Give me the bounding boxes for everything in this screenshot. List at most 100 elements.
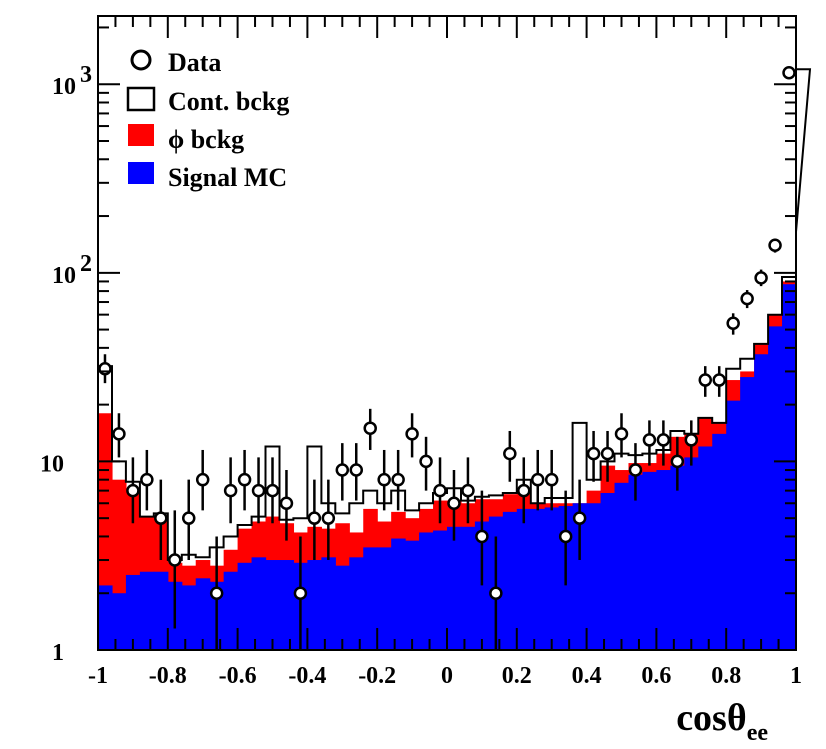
y-tick-label: 10	[40, 451, 64, 477]
signal-mc-bar	[265, 560, 281, 650]
data-point	[251, 457, 266, 524]
data-point	[223, 457, 238, 524]
signal-mc-bar	[153, 571, 169, 650]
signal-mc-bar	[111, 593, 127, 650]
data-point	[363, 408, 377, 450]
signal-mc-bar	[139, 571, 155, 650]
data-point	[98, 354, 112, 384]
signal-mc-bar	[307, 560, 322, 650]
data-point	[140, 449, 154, 511]
data-point	[684, 420, 699, 466]
data-point	[237, 449, 252, 511]
legend-marker-cont-box	[126, 86, 156, 112]
signal-mc-bar	[516, 508, 532, 650]
data-point	[712, 366, 726, 397]
x-axis-title-subscript: ee	[747, 720, 769, 746]
signal-mc-bar	[321, 557, 336, 650]
signal-mc-bar	[614, 482, 630, 650]
data-point	[517, 457, 531, 524]
signal-mc-bar	[391, 538, 406, 650]
signal-mc-bar	[405, 540, 420, 650]
signal-mc-bar	[642, 471, 657, 650]
x-tick-label: 0.4	[572, 663, 602, 689]
data-point	[558, 490, 573, 586]
data-marker	[405, 427, 419, 441]
data-point	[321, 479, 336, 561]
signal-mc-bar	[447, 526, 462, 650]
signal-mc-bar	[600, 492, 616, 650]
data-marker	[98, 361, 112, 376]
x-tick-label: 0.6	[641, 663, 671, 689]
signal-mc-bar	[237, 562, 253, 650]
data-marker	[265, 483, 280, 498]
data-marker	[307, 511, 322, 525]
data-point	[265, 457, 280, 524]
data-marker	[503, 446, 517, 461]
legend-entry-data: Data	[130, 48, 221, 77]
data-marker	[391, 472, 405, 487]
data-marker	[419, 454, 433, 469]
data-point	[405, 413, 419, 458]
data-point	[126, 457, 140, 524]
y-tick-label: 10	[52, 263, 76, 289]
data-point	[698, 366, 713, 397]
data-point	[782, 66, 796, 80]
data-point	[433, 457, 447, 524]
data-point	[656, 420, 671, 466]
data-marker	[489, 586, 503, 600]
x-axis-title: cosθee	[676, 697, 768, 746]
data-marker	[181, 511, 196, 525]
data-marker	[279, 496, 294, 510]
signal-mc-bar	[670, 465, 685, 650]
x-tick-label: -0.6	[219, 663, 257, 689]
signal-mc-bar	[698, 446, 713, 650]
data-point	[279, 470, 294, 541]
data-point	[112, 413, 126, 458]
legend-entry-cont-bckg: Cont. bckg	[126, 86, 289, 116]
signal-mc-bar	[433, 530, 448, 650]
data-points-layer	[98, 66, 796, 650]
data-marker	[363, 421, 377, 435]
legend-entry-signal-mc: Signal MC	[128, 162, 287, 192]
x-tick-label: 0.8	[711, 663, 741, 689]
data-marker	[447, 496, 461, 510]
x-tick-label: -1	[88, 663, 108, 689]
data-point	[181, 479, 196, 561]
legend: Data Cont. bckg ϕ bckg Signal MC	[126, 48, 289, 192]
data-marker	[251, 483, 266, 498]
signal-mc-bar	[98, 585, 113, 650]
legend-entry-phi-bckg: ϕ bckg	[128, 124, 244, 154]
data-point	[195, 449, 210, 511]
data-point	[168, 510, 182, 629]
data-marker	[293, 586, 308, 600]
signal-mc-bar	[349, 557, 364, 650]
y-tick-label: 1	[52, 640, 64, 666]
data-point	[586, 430, 601, 482]
signal-mc-bar	[754, 354, 769, 650]
x-axis-title-main: cosθ	[676, 697, 747, 739]
signal-mc-bar	[530, 508, 546, 650]
data-marker	[475, 529, 489, 544]
data-point	[391, 449, 405, 511]
data-point	[670, 436, 685, 491]
data-point	[544, 449, 559, 511]
data-marker	[628, 463, 643, 477]
data-marker	[209, 586, 224, 600]
data-marker	[558, 529, 573, 544]
data-marker	[712, 373, 726, 387]
data-marker	[768, 238, 782, 253]
legend-marker-signal-box	[128, 162, 154, 184]
signal-mc-bar	[544, 507, 560, 650]
x-tick-label: 0.2	[502, 663, 532, 689]
signal-mc-bar	[377, 547, 392, 650]
y-tick-exponent: 3	[80, 62, 92, 88]
signal-mc-bar	[251, 557, 267, 650]
y-tick-exponent: 2	[80, 251, 92, 277]
data-point	[461, 457, 475, 524]
legend-label-signal-mc: Signal MC	[168, 163, 287, 192]
data-point	[209, 536, 224, 650]
data-marker	[754, 271, 768, 285]
data-marker	[656, 433, 671, 447]
signal-mc-bar	[279, 560, 295, 650]
data-marker	[195, 472, 210, 487]
